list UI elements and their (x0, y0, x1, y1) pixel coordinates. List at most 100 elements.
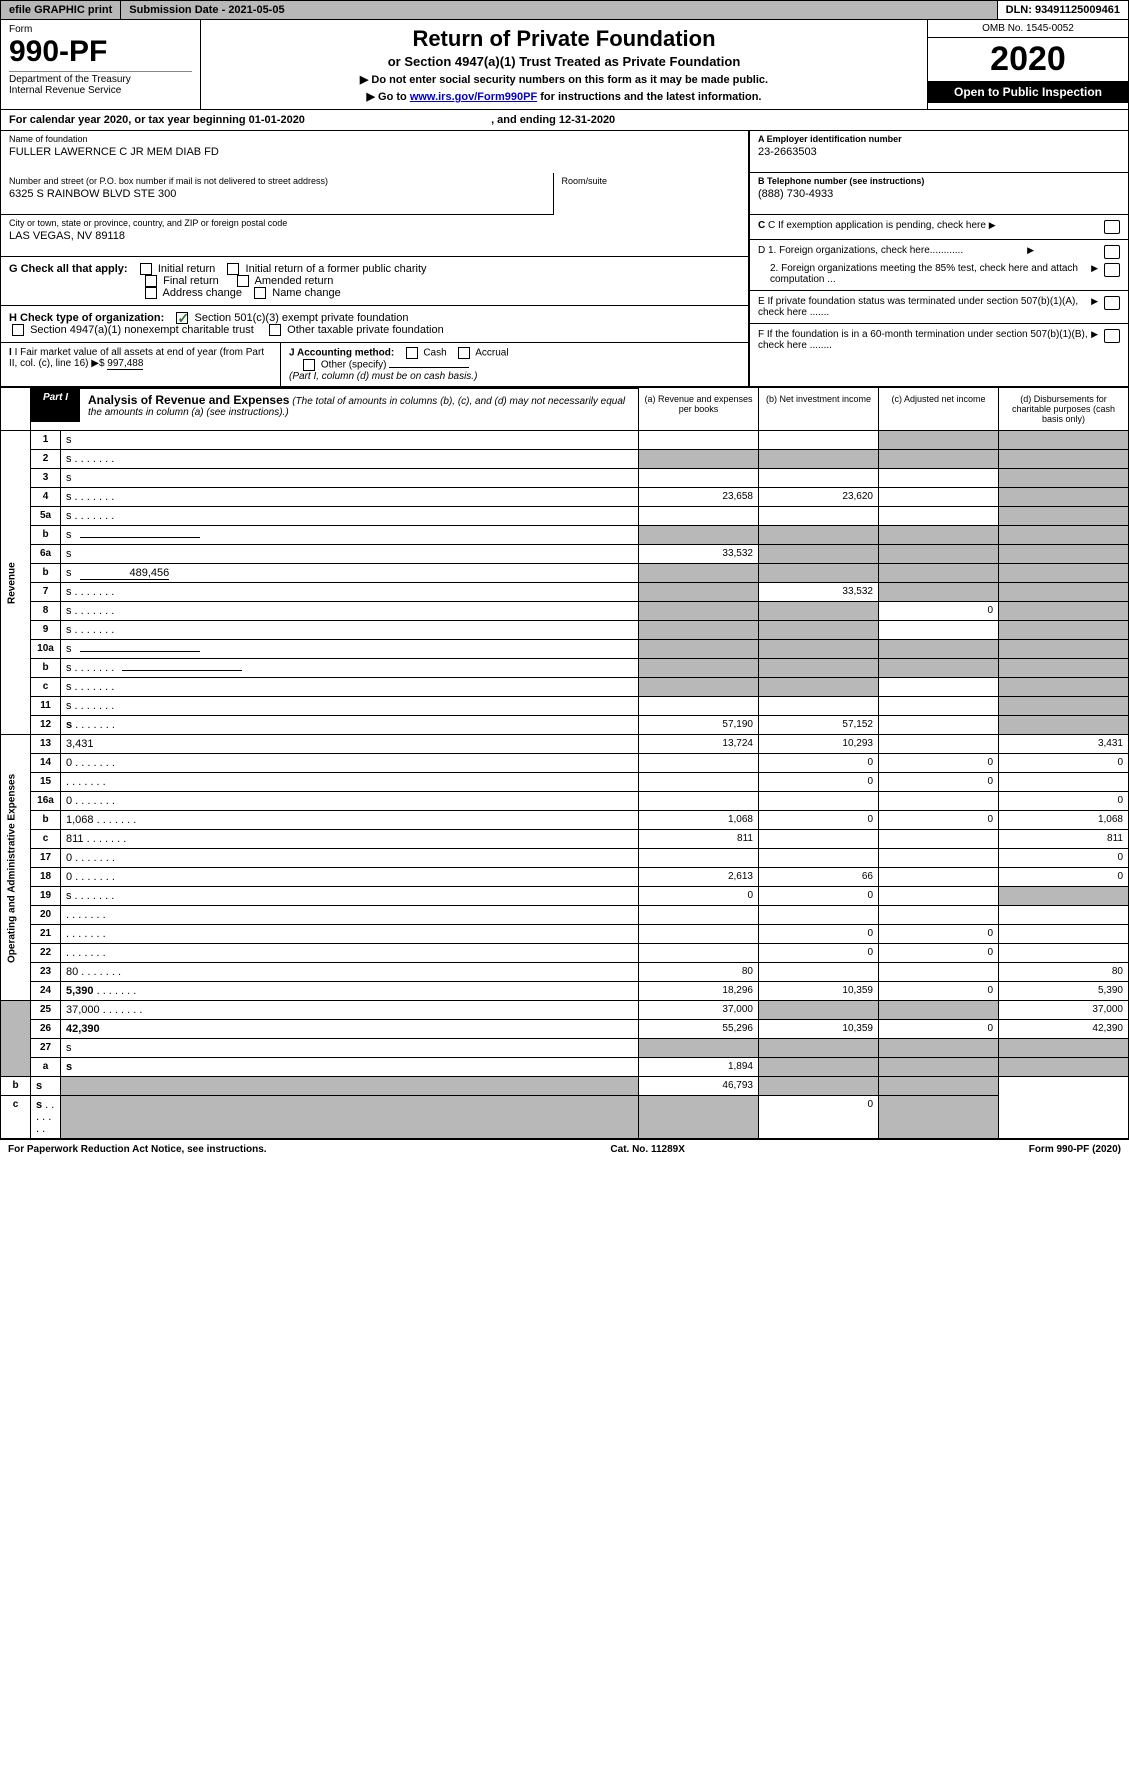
line-desc: 0 . . . . . . . (61, 754, 639, 773)
form-title: Return of Private Foundation (207, 26, 921, 52)
checkbox-d1[interactable] (1104, 245, 1120, 259)
cell-b: 0 (759, 887, 879, 906)
checkbox-4947[interactable] (12, 324, 24, 336)
line-num: b (31, 526, 61, 545)
cell-b: 10,293 (759, 735, 879, 754)
cell-a (639, 450, 759, 469)
line-num: 12 (31, 716, 61, 735)
d1-label: D 1. Foreign organizations, check here..… (758, 245, 963, 259)
checkbox-amended[interactable] (237, 275, 249, 287)
cell-a: 18,296 (639, 982, 759, 1001)
cell-d (999, 678, 1129, 697)
ein-value: 23-2663503 (758, 146, 1120, 158)
city-label: City or town, state or province, country… (9, 218, 740, 228)
cell-a (639, 640, 759, 659)
cell-b (759, 640, 879, 659)
col-d-hdr: (d) Disbursements for charitable purpose… (999, 388, 1129, 431)
cell-d (999, 1058, 1129, 1077)
checkbox-d2[interactable] (1104, 263, 1120, 277)
checkbox-e[interactable] (1104, 296, 1120, 310)
cell-a (639, 583, 759, 602)
checkbox-501c3[interactable] (176, 312, 188, 324)
line-desc: s . . . . . . . (31, 1096, 61, 1139)
cell-a (61, 1096, 639, 1139)
cell-d: 42,390 (999, 1020, 1129, 1039)
cell-a (639, 944, 759, 963)
line-num: b (31, 659, 61, 678)
footer-right: Form 990-PF (2020) (1029, 1144, 1121, 1155)
checkbox-initial-former[interactable] (227, 263, 239, 275)
efile-label[interactable]: efile GRAPHIC print (1, 1, 121, 19)
cell-b (759, 963, 879, 982)
line-num: 16a (31, 792, 61, 811)
part1-title: Analysis of Revenue and Expenses (The to… (80, 388, 638, 422)
line-num: 3 (31, 469, 61, 488)
cell-a (639, 792, 759, 811)
cell-c (879, 488, 999, 507)
cell-b: 23,620 (759, 488, 879, 507)
cell-d (879, 1077, 999, 1096)
checkbox-final[interactable] (145, 275, 157, 287)
cell-a (639, 507, 759, 526)
cell-b: 10,359 (759, 1020, 879, 1039)
checkbox-accrual[interactable] (458, 347, 470, 359)
checkbox-other-method[interactable] (303, 359, 315, 371)
cell-c (879, 868, 999, 887)
cell-b (759, 621, 879, 640)
line-desc: s . . . . . . . (61, 450, 639, 469)
cell-b: 0 (759, 944, 879, 963)
line-desc: . . . . . . . (61, 906, 639, 925)
cell-a (639, 754, 759, 773)
line-num: 11 (31, 697, 61, 716)
note-link: ▶ Go to www.irs.gov/Form990PF for instru… (207, 90, 921, 103)
line-desc: s . . . . . . . (61, 621, 639, 640)
line-num: 5a (31, 507, 61, 526)
cell-c (879, 583, 999, 602)
cell-a (639, 906, 759, 925)
cell-c (879, 507, 999, 526)
line-num: 14 (31, 754, 61, 773)
line-desc: s . . . . . . . (61, 716, 639, 735)
checkbox-c[interactable] (1104, 220, 1120, 234)
cell-a: 23,658 (639, 488, 759, 507)
cell-d: 37,000 (999, 1001, 1129, 1020)
cell-c (879, 697, 999, 716)
cell-b (759, 1058, 879, 1077)
checkbox-cash[interactable] (406, 347, 418, 359)
line-num: b (31, 811, 61, 830)
line-desc: s (61, 469, 639, 488)
cell-d (999, 773, 1129, 792)
cell-d: 3,431 (999, 735, 1129, 754)
cell-b: 46,793 (639, 1077, 759, 1096)
line-num: 18 (31, 868, 61, 887)
line-desc: . . . . . . . (61, 925, 639, 944)
section-i: I I Fair market value of all assets at e… (1, 343, 281, 386)
cell-d (999, 507, 1129, 526)
col-b-hdr: (b) Net investment income (759, 388, 879, 431)
cell-d (999, 925, 1129, 944)
checkbox-name-change[interactable] (254, 287, 266, 299)
cell-a (639, 621, 759, 640)
tel-label: B Telephone number (see instructions) (758, 176, 924, 186)
cell-d: 5,390 (999, 982, 1129, 1001)
line-num: 24 (31, 982, 61, 1001)
d2-label: 2. Foreign organizations meeting the 85%… (758, 263, 1091, 285)
checkbox-addr-change[interactable] (145, 287, 157, 299)
part1-tab: Part I (31, 388, 80, 422)
checkbox-f[interactable] (1104, 329, 1120, 343)
cell-a (639, 469, 759, 488)
footer-mid: Cat. No. 11289X (610, 1144, 684, 1155)
cell-c (879, 450, 999, 469)
line-desc: s (61, 1039, 639, 1058)
line-desc: s . . . . . . . (61, 697, 639, 716)
line-desc: . . . . . . . (61, 773, 639, 792)
irs-link[interactable]: www.irs.gov/Form990PF (410, 91, 537, 103)
checkbox-initial[interactable] (140, 263, 152, 275)
cell-a (639, 602, 759, 621)
checkbox-other-taxable[interactable] (269, 324, 281, 336)
cell-a: 2,613 (639, 868, 759, 887)
line-num: 8 (31, 602, 61, 621)
cell-a (639, 659, 759, 678)
line-desc: s (61, 640, 639, 659)
calendar-year-row: For calendar year 2020, or tax year begi… (0, 110, 1129, 131)
